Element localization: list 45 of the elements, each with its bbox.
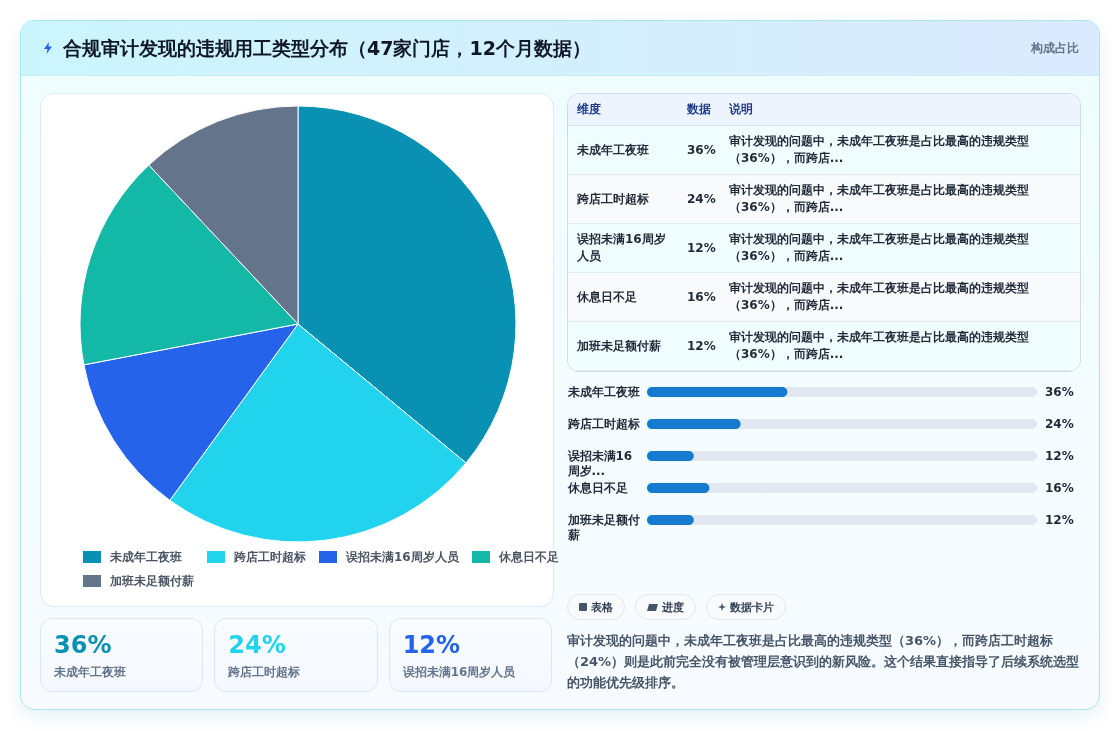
text: 24% [228, 630, 286, 660]
data-label: 12% [1045, 513, 1074, 527]
text: 审计发现的问题中，未成年工夜班是占比最高的违规类型（36%），而跨店工时超标（24%）则是此前完全没有被管理层意识到的新风险。这个结果直接指导了后续系统选型的功能优先级排序。 [567, 632, 1081, 692]
bar [647, 515, 694, 525]
text: 审计发现的问题中，未成年工夜班是占比最高的违规类型（36%），而跨店... [729, 280, 1030, 314]
text: 审计发现的问题中，未成年工夜班是占比最高的违规类型（36%），而跨店... [729, 182, 1030, 216]
data-label: 36% [1045, 385, 1074, 399]
data-label: 16% [1045, 481, 1074, 495]
bar [647, 451, 694, 461]
chart-title: 合规审计发现的违规用工类型分布（47家门店，12个月数据） [63, 36, 591, 60]
button[interactable]: 数据卡片 [706, 594, 786, 620]
legend-label: 误招未满16周岁人员 [345, 550, 460, 564]
text: 审计发现的问题中，未成年工夜班是占比最高的违规类型（36%），而跨店... [729, 133, 1030, 167]
text: 36% [54, 630, 112, 660]
text: 审计发现的问题中，未成年工夜班是占比最高的违规类型（36%），而跨店... [729, 231, 1030, 265]
text: 维度 [576, 102, 602, 117]
text: 12% [687, 239, 717, 257]
y-tick-label: 休息日不足 [566, 481, 628, 495]
text: 误招未满16周岁人员 [576, 231, 667, 265]
text: 12% [687, 337, 717, 355]
text: 数据 [687, 102, 712, 117]
legend-label: 休息日不足 [498, 550, 559, 564]
text: 审计发现的问题中，未成年工夜班是占比最高的违规类型（36%），而跨店... [729, 329, 1030, 363]
bar [647, 483, 710, 493]
text: 未成年工夜班 [54, 664, 126, 680]
text: 跨店工时超标 [228, 664, 301, 680]
legend-label: 加班未足额付薪 [109, 574, 194, 588]
text: 36% [687, 141, 717, 159]
text: 24% [687, 190, 717, 208]
y-tick-label: 加班未足额付薪 [566, 513, 640, 542]
text: 误招未满16周岁人员 [402, 664, 516, 680]
y-tick-label: 未成年工夜班 [566, 385, 640, 399]
bar [647, 419, 741, 429]
y-tick-label: 误招未满16周岁... [566, 449, 633, 478]
text: 说明 [729, 102, 754, 117]
button[interactable]: 进度 [635, 594, 696, 620]
text: 16% [687, 288, 717, 306]
legend-label: 跨店工时超标 [233, 550, 306, 564]
legend-label: 未成年工夜班 [109, 550, 182, 564]
text: 12% [402, 630, 461, 660]
button[interactable]: 表格 [567, 594, 625, 620]
y-tick-label: 跨店工时超标 [566, 417, 640, 431]
data-label: 24% [1045, 417, 1074, 431]
data-label: 12% [1045, 449, 1074, 463]
text: 构成占比 [1031, 40, 1079, 56]
